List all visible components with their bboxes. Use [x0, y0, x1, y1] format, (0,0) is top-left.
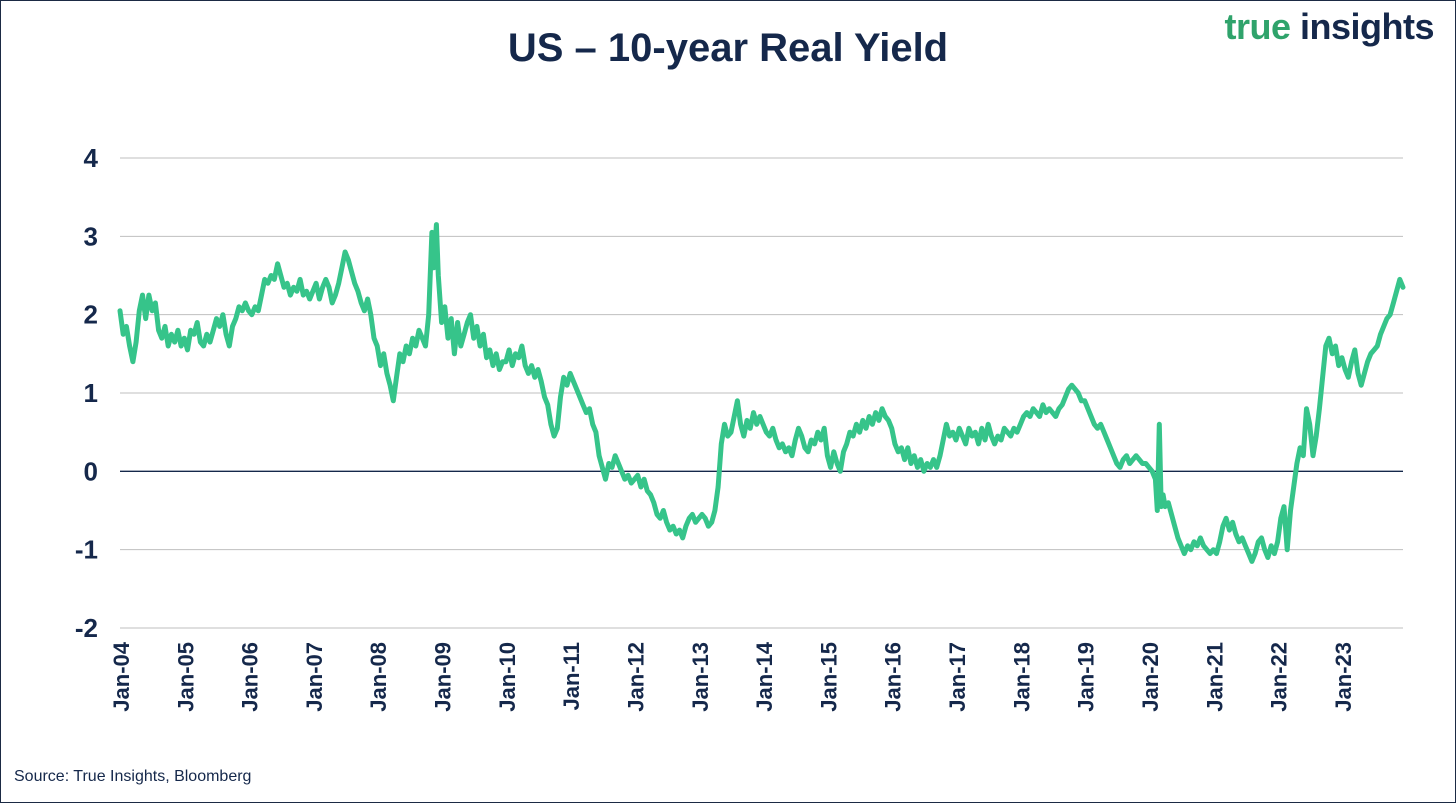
x-tick-label: Jan-09	[431, 642, 456, 712]
y-tick-label: 0	[84, 456, 98, 486]
x-tick-label: Jan-04	[109, 641, 134, 711]
y-tick-label: 2	[84, 300, 98, 330]
x-tick-label: Jan-19	[1074, 642, 1099, 712]
x-tick-label: Jan-15	[816, 642, 841, 712]
x-tick-label: Jan-17	[945, 642, 970, 712]
series-layer	[117, 222, 1406, 564]
logo-word-insights: insights	[1299, 6, 1435, 47]
x-tick-label: Jan-23	[1331, 642, 1356, 712]
y-axis: 4 3 2 1 0 -1 -2	[75, 143, 99, 643]
brand-logo: true insights	[1224, 6, 1434, 48]
gridlines	[120, 157, 1403, 629]
y-tick-label: 1	[84, 378, 98, 408]
x-tick-label: Jan-10	[495, 642, 520, 712]
x-tick-label: Jan-20	[1138, 642, 1163, 712]
x-axis: Jan-04 Jan-05 Jan-06 Jan-07 Jan-08 Jan-09 Jan-…	[109, 641, 1356, 711]
x-tick-label: Jan-22	[1267, 642, 1292, 712]
y-tick-label: 3	[84, 221, 98, 251]
x-tick-label: Jan-16	[881, 642, 906, 712]
x-tick-label: Jan-11	[559, 642, 584, 711]
x-tick-label: Jan-13	[688, 642, 713, 712]
source-note: Source: True Insights, Bloomberg	[14, 768, 252, 785]
x-tick-label: Jan-21	[1202, 642, 1227, 712]
y-tick-label: -1	[75, 535, 98, 565]
y-tick-label: -2	[75, 613, 98, 643]
x-tick-label: Jan-18	[1009, 642, 1034, 712]
x-tick-label: Jan-14	[752, 641, 777, 711]
logo-word-true: true	[1224, 6, 1291, 47]
chart-title: US – 10-year Real Yield	[507, 26, 949, 70]
x-tick-label: Jan-05	[173, 642, 198, 712]
x-tick-label: Jan-08	[366, 642, 391, 712]
x-tick-label: Jan-12	[623, 642, 648, 712]
x-tick-label: Jan-06	[238, 642, 263, 712]
y-tick-label: 4	[84, 143, 99, 173]
x-tick-label: Jan-07	[302, 642, 327, 712]
series-line-real-yield	[117, 222, 1406, 564]
